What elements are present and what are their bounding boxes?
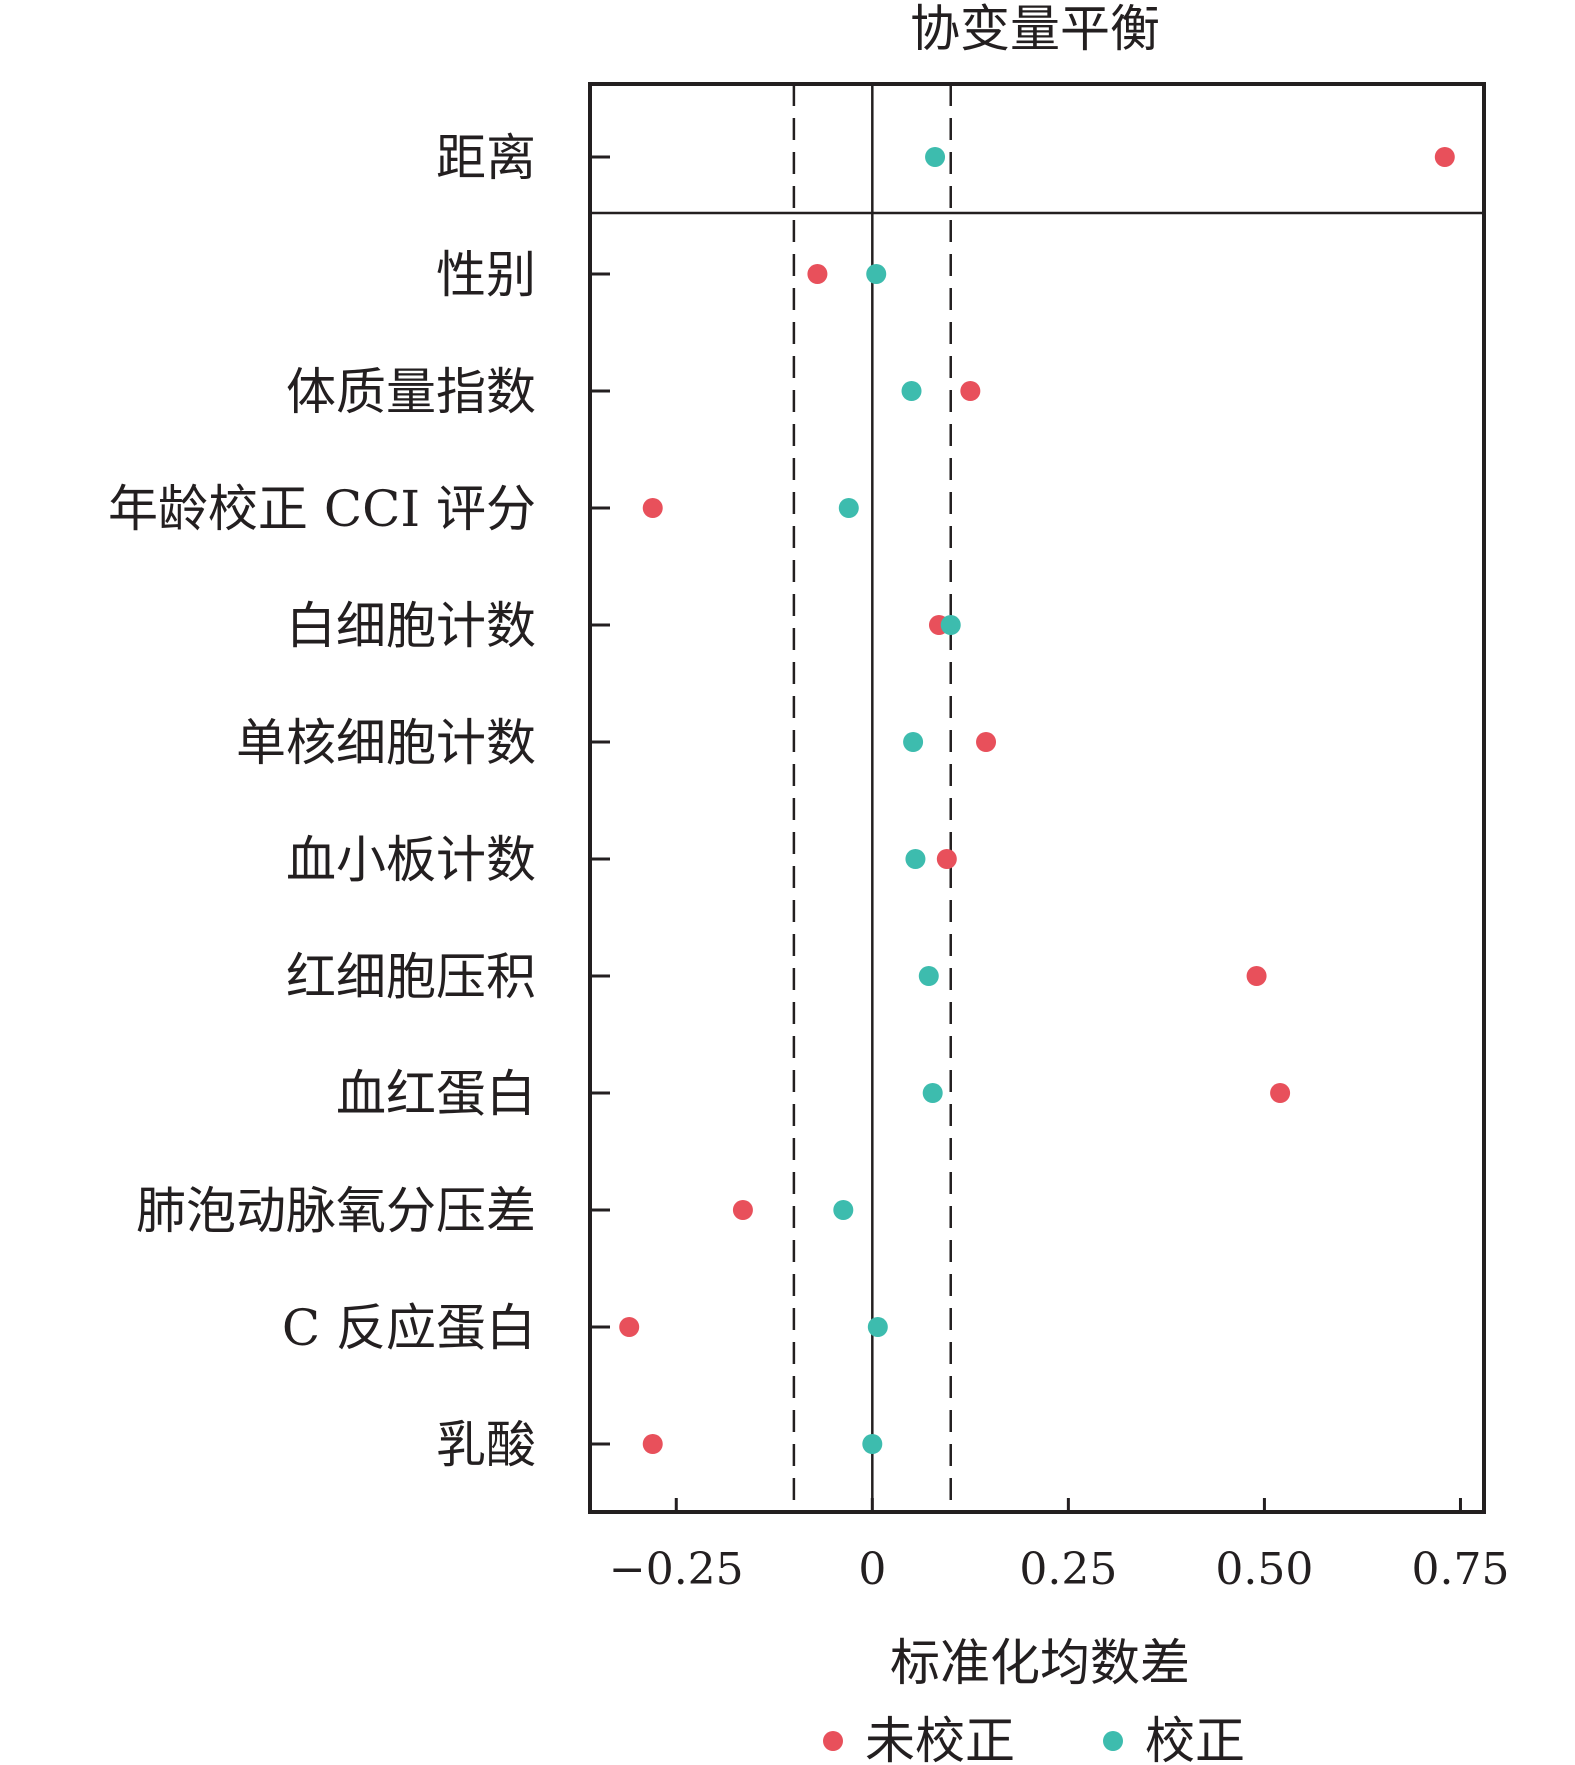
category-label: 血小板计数	[286, 831, 536, 889]
point-corrected	[903, 732, 924, 752]
x-tick-label: 0.75	[1411, 1544, 1509, 1595]
x-tick-label: −0.25	[609, 1544, 744, 1595]
point-corrected	[925, 147, 946, 167]
x-tick-label: 0	[858, 1544, 886, 1595]
category-label: 白细胞计数	[286, 597, 536, 655]
point-corrected	[867, 1317, 888, 1337]
x-tick-label: 0.25	[1019, 1544, 1117, 1595]
point-corrected	[838, 498, 859, 518]
category-label: 血红蛋白	[336, 1065, 536, 1123]
x-tick-label: 0.50	[1215, 1544, 1313, 1595]
legend-marker-corrected	[1103, 1731, 1123, 1751]
category-label: 性别	[436, 246, 536, 304]
plot-frame	[588, 82, 1486, 1514]
point-corrected	[905, 849, 926, 869]
chart-title: 协变量平衡	[910, 0, 1160, 58]
point-uncorrected	[1434, 147, 1455, 167]
point-uncorrected	[619, 1317, 640, 1337]
point-uncorrected	[732, 1200, 753, 1220]
category-label: 距离	[436, 129, 536, 187]
category-label: 体质量指数	[286, 363, 536, 421]
point-corrected	[833, 1200, 854, 1220]
point-corrected	[866, 264, 887, 284]
point-uncorrected	[642, 498, 663, 518]
point-uncorrected	[642, 1434, 663, 1454]
point-corrected	[901, 381, 922, 401]
point-uncorrected	[1246, 966, 1267, 986]
category-label: 肺泡动脉氧分压差	[136, 1182, 536, 1240]
category-label: 年龄校正 CCI 评分	[108, 480, 536, 538]
legend-label-corrected: 校正	[1145, 1712, 1245, 1765]
point-uncorrected	[807, 264, 828, 284]
point-corrected	[918, 966, 939, 986]
legend-marker-uncorrected	[823, 1731, 843, 1751]
point-uncorrected	[1270, 1083, 1291, 1103]
point-corrected	[922, 1083, 943, 1103]
category-label: 乳酸	[436, 1416, 536, 1474]
x-axis-label: 标准化均数差	[890, 1634, 1190, 1692]
category-label: 单核细胞计数	[236, 714, 536, 772]
category-label: C 反应蛋白	[282, 1299, 536, 1357]
point-uncorrected	[936, 849, 957, 869]
legend-label-uncorrected: 未校正	[865, 1712, 1015, 1765]
point-corrected	[940, 615, 961, 635]
category-label: 红细胞压积	[286, 948, 536, 1006]
point-corrected	[862, 1434, 883, 1454]
legend: 未校正 校正	[823, 1712, 1245, 1765]
point-uncorrected	[960, 381, 981, 401]
point-uncorrected	[976, 732, 997, 752]
